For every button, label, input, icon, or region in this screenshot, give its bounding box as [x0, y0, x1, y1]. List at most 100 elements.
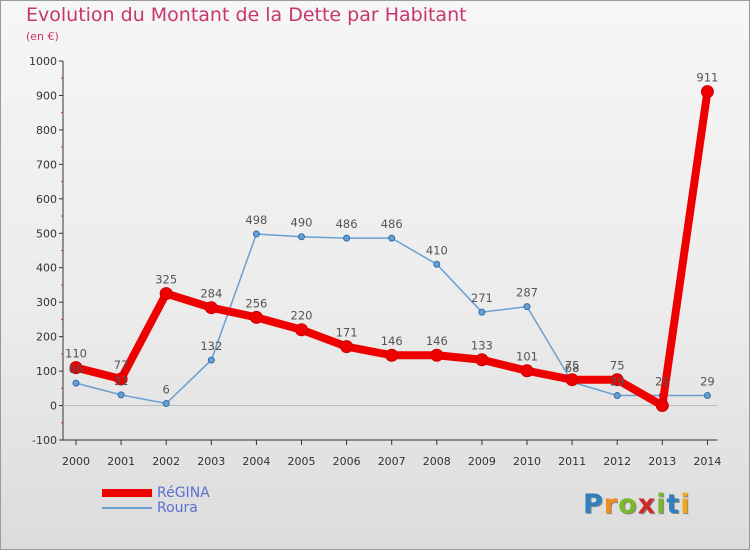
data-point-roura [613, 392, 621, 400]
data-point-regina [249, 310, 263, 324]
x-tick-label: 2014 [693, 455, 721, 468]
data-label-roura: 29 [655, 375, 670, 389]
data-label-roura: 490 [291, 216, 313, 230]
data-label-regina: 284 [200, 287, 222, 301]
y-tick-label: 0 [50, 400, 57, 413]
data-point-regina [69, 361, 83, 375]
logo-letter: i [680, 489, 691, 520]
logo-letter: o [618, 489, 638, 520]
x-tick-label: 2009 [468, 455, 496, 468]
data-point-regina [655, 399, 669, 413]
x-tick-label: 2012 [603, 455, 631, 468]
logo-letter: i [656, 489, 667, 520]
data-label-regina: 146 [426, 334, 448, 348]
data-point-regina [610, 373, 624, 387]
data-point-roura [433, 260, 441, 268]
data-point-regina [520, 364, 534, 378]
logo-letter: r [603, 489, 619, 520]
legend-label-roura: Roura [157, 500, 198, 516]
data-point-roura [72, 379, 80, 387]
data-point-regina [385, 348, 399, 362]
x-tick-label: 2004 [242, 455, 270, 468]
data-point-regina [159, 287, 173, 301]
logo-letter: x [637, 489, 657, 520]
data-point-regina [700, 85, 714, 99]
data-point-regina [295, 323, 308, 337]
data-point-roura [703, 392, 711, 400]
legend-swatch-regina [102, 489, 152, 497]
y-tick-label: 200 [36, 331, 57, 344]
data-label-regina: 911 [696, 71, 718, 85]
data-label-regina: 171 [336, 326, 358, 340]
x-tick-label: 2008 [423, 455, 451, 468]
data-point-regina [340, 340, 354, 354]
data-point-roura [478, 308, 486, 316]
y-tick-label: 1000 [29, 55, 57, 68]
data-point-roura [252, 230, 260, 238]
data-label-regina: 220 [291, 309, 313, 323]
y-tick-label: 700 [36, 158, 57, 171]
data-point-regina [430, 348, 444, 362]
data-point-roura [523, 303, 531, 311]
data-label-regina: 75 [610, 359, 625, 373]
y-tick-label: 100 [36, 365, 57, 378]
logo-letter: t [666, 489, 681, 520]
y-tick-label: 800 [36, 124, 57, 137]
data-point-roura [117, 391, 125, 399]
data-label-regina: 256 [245, 296, 267, 310]
proxiti-logo: Proxiti [583, 489, 691, 520]
data-point-regina [204, 301, 218, 315]
x-tick-label: 2006 [333, 455, 361, 468]
data-label-regina: 77 [114, 358, 129, 372]
data-label-roura: 486 [336, 217, 358, 231]
data-point-roura [298, 233, 305, 241]
data-label-roura: 410 [426, 243, 448, 257]
x-tick-label: 2010 [513, 455, 541, 468]
x-tick-label: 2013 [648, 455, 676, 468]
x-tick-label: 2002 [152, 455, 180, 468]
data-point-regina [565, 373, 579, 387]
data-point-roura [343, 234, 351, 242]
data-point-regina [475, 353, 489, 367]
data-label-roura: 29 [700, 375, 715, 389]
logo-letter: P [583, 489, 604, 520]
data-label-roura: 271 [471, 291, 493, 305]
data-label-roura: 6 [163, 382, 170, 396]
data-label-regina: 133 [471, 339, 493, 353]
y-tick-label: 500 [36, 227, 57, 240]
legend-swatch-roura [102, 507, 152, 509]
y-tick-label: -100 [32, 434, 57, 447]
data-label-regina: 110 [65, 347, 87, 361]
legend-label-regina: RéGINA [157, 485, 210, 501]
x-tick-label: 2001 [107, 455, 135, 468]
data-label-regina: 146 [381, 334, 403, 348]
y-tick-label: 300 [36, 296, 57, 309]
y-tick-label: 400 [36, 262, 57, 275]
data-point-roura [162, 399, 170, 407]
x-tick-label: 2003 [197, 455, 225, 468]
data-label-regina: 325 [155, 273, 177, 287]
chart-subtitle: (en €) [26, 30, 59, 43]
x-tick-label: 2011 [558, 455, 586, 468]
data-point-roura [388, 234, 396, 242]
data-label-roura: 68 [565, 361, 580, 375]
data-label-roura: 31 [114, 374, 129, 388]
data-label-roura: 498 [245, 213, 267, 227]
x-tick-label: 2000 [62, 455, 90, 468]
chart-title: Evolution du Montant de la Dette par Hab… [26, 4, 467, 26]
data-label-roura: 132 [200, 339, 222, 353]
data-label-regina: 101 [516, 350, 538, 364]
data-label-roura: 287 [516, 286, 538, 300]
data-label-roura: 66 [69, 362, 84, 376]
x-tick-label: 2007 [378, 455, 406, 468]
x-tick-label: 2005 [288, 455, 316, 468]
y-tick-label: 900 [36, 89, 57, 102]
data-point-regina [114, 372, 128, 386]
data-point-roura [207, 356, 215, 364]
data-label-regina: 75 [565, 359, 580, 373]
data-label-roura: 486 [381, 217, 403, 231]
y-tick-label: 600 [36, 193, 57, 206]
data-label-roura: 29 [610, 375, 625, 389]
